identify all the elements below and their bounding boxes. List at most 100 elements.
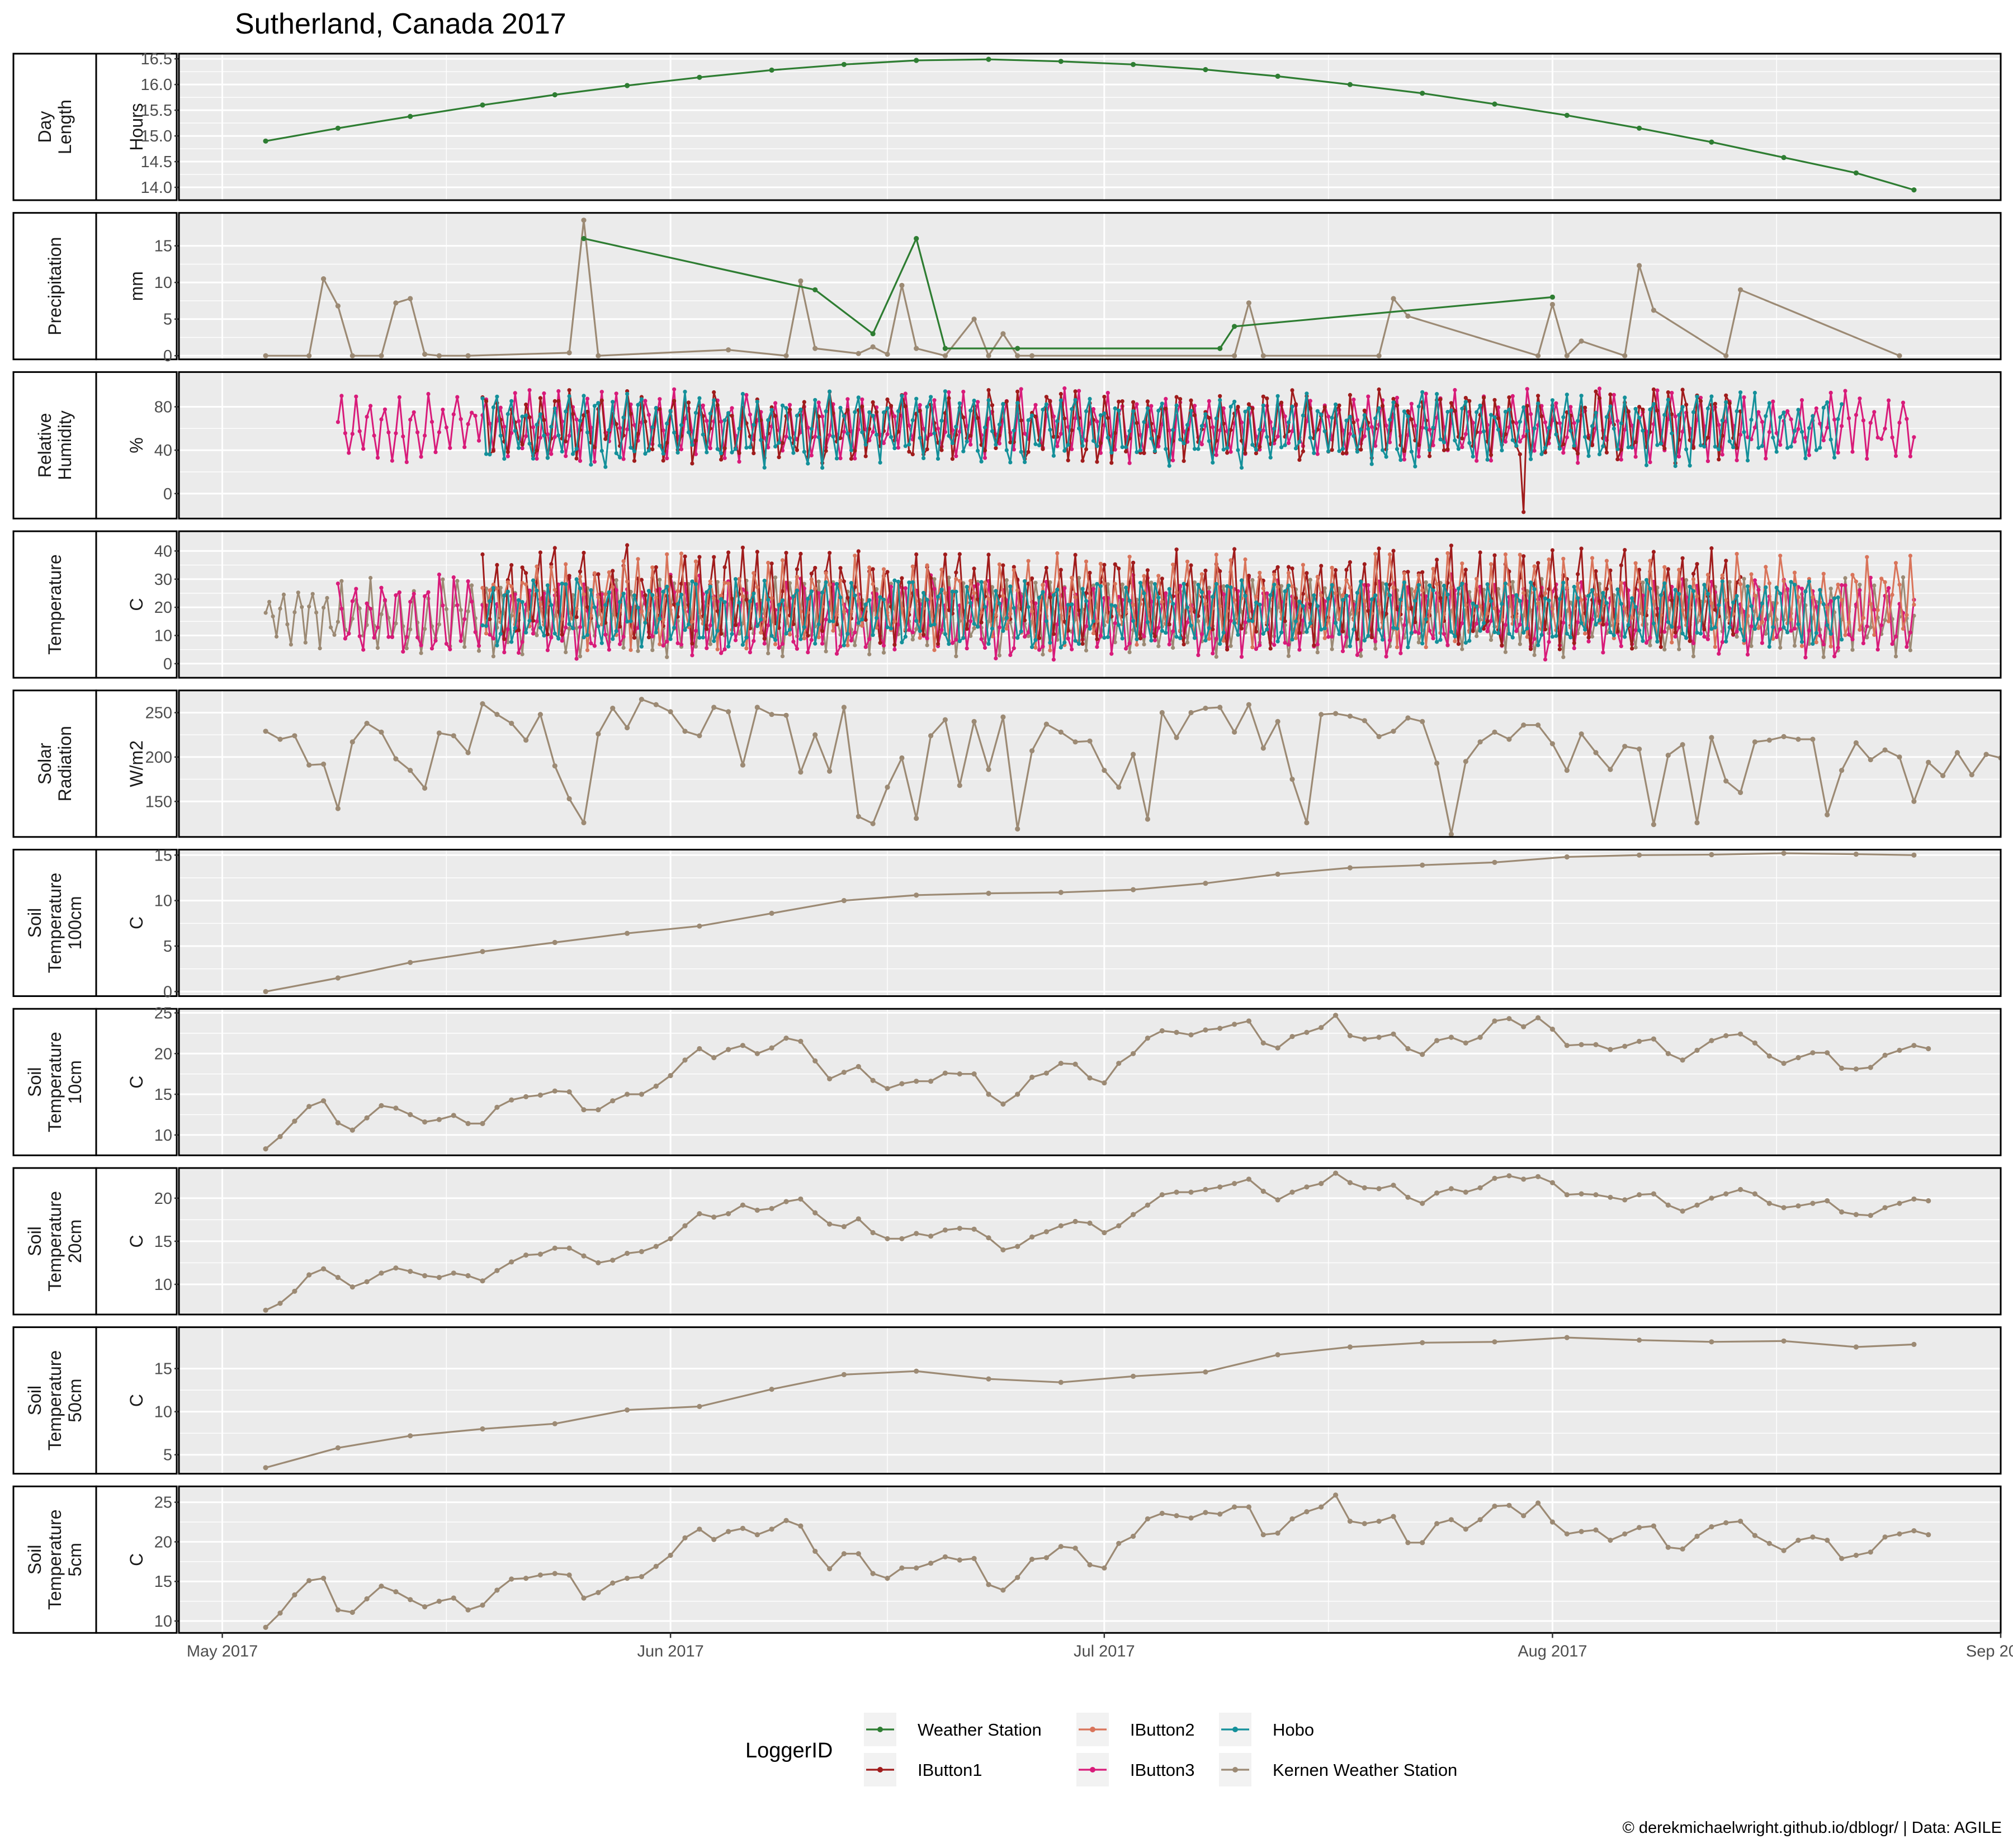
data-point xyxy=(1623,635,1627,639)
data-point xyxy=(1188,1189,1194,1195)
data-point xyxy=(1828,644,1833,649)
data-point xyxy=(1565,631,1569,636)
data-point xyxy=(625,427,630,432)
data-point xyxy=(1355,418,1359,422)
data-point xyxy=(1684,578,1689,582)
data-point xyxy=(1116,1061,1122,1066)
data-point xyxy=(488,422,492,426)
series-line xyxy=(265,852,1914,992)
data-point xyxy=(412,410,416,414)
data-point xyxy=(1279,400,1284,405)
data-point xyxy=(690,620,694,624)
data-point xyxy=(556,389,561,394)
data-point xyxy=(610,1580,616,1586)
data-point xyxy=(1496,427,1501,432)
data-point xyxy=(1789,628,1793,633)
data-point xyxy=(549,562,554,566)
data-point xyxy=(1489,599,1494,603)
data-point xyxy=(263,989,268,994)
data-point xyxy=(1290,429,1294,433)
data-point xyxy=(1836,645,1840,650)
legend-label: Hobo xyxy=(1273,1720,1314,1740)
data-point xyxy=(1677,647,1681,651)
data-point xyxy=(661,459,665,463)
data-point xyxy=(1029,1557,1035,1562)
series-kernen-weather-station xyxy=(263,850,1917,994)
data-point xyxy=(423,433,427,438)
data-point xyxy=(1492,1175,1497,1181)
data-point xyxy=(607,647,611,652)
data-point xyxy=(1268,593,1273,597)
data-point xyxy=(1391,585,1396,590)
data-point xyxy=(971,1556,977,1561)
data-point xyxy=(1590,443,1595,447)
data-point xyxy=(643,419,648,424)
data-point xyxy=(1489,618,1494,623)
data-point xyxy=(690,579,694,584)
data-point xyxy=(899,1081,905,1086)
strip-variable-line: 100cm xyxy=(65,896,85,949)
data-point xyxy=(1203,706,1208,711)
series-weather-station xyxy=(581,236,1555,351)
panel-data xyxy=(263,697,2001,837)
data-point xyxy=(1044,402,1048,407)
data-point xyxy=(1283,414,1287,419)
data-point xyxy=(784,434,788,439)
data-point xyxy=(552,399,557,404)
data-point xyxy=(618,600,622,604)
data-point xyxy=(1373,443,1378,448)
data-point xyxy=(1868,575,1873,580)
chart-title: Sutherland, Canada 2017 xyxy=(235,8,566,40)
legend-key-point xyxy=(1232,1727,1238,1732)
data-point xyxy=(1171,428,1175,432)
data-point xyxy=(509,399,514,403)
data-point xyxy=(1821,655,1826,659)
data-point xyxy=(853,410,857,414)
data-point xyxy=(1347,1180,1353,1185)
data-point xyxy=(1727,625,1732,630)
data-point xyxy=(1174,1189,1179,1195)
data-point xyxy=(437,572,442,577)
data-point xyxy=(1778,554,1783,558)
data-point xyxy=(1482,626,1486,631)
data-point xyxy=(1648,643,1652,647)
data-point xyxy=(841,898,847,904)
data-point xyxy=(1228,558,1233,563)
data-point xyxy=(740,545,745,550)
data-point xyxy=(1308,436,1312,440)
strip-unit-box xyxy=(95,371,178,519)
legend-key-point xyxy=(1090,1727,1095,1732)
data-point xyxy=(1160,576,1164,581)
data-point xyxy=(1724,639,1728,644)
data-point xyxy=(686,430,691,434)
data-point xyxy=(350,432,355,436)
data-point xyxy=(1554,401,1558,405)
data-point xyxy=(994,589,998,593)
data-point xyxy=(990,429,995,433)
data-point xyxy=(1893,561,1898,565)
data-point xyxy=(1185,620,1190,625)
data-point xyxy=(1019,418,1023,423)
data-point xyxy=(1041,590,1045,594)
data-point xyxy=(708,412,712,416)
data-point xyxy=(1438,397,1443,401)
data-point xyxy=(1807,426,1811,431)
data-point xyxy=(990,403,995,408)
data-point xyxy=(1275,73,1280,79)
data-point xyxy=(1225,584,1230,588)
data-point xyxy=(1142,591,1146,595)
data-point xyxy=(1297,647,1302,652)
data-point xyxy=(1334,402,1338,407)
data-point xyxy=(1159,1192,1165,1198)
data-point xyxy=(1795,1055,1801,1061)
data-point xyxy=(1792,644,1797,648)
data-point xyxy=(1745,653,1750,657)
data-point xyxy=(1539,632,1544,637)
data-point xyxy=(668,575,673,579)
data-point xyxy=(856,1216,861,1222)
data-point xyxy=(925,405,929,409)
data-point xyxy=(1250,407,1255,411)
data-point xyxy=(502,593,507,598)
data-point xyxy=(531,618,536,623)
data-point xyxy=(870,1571,876,1576)
